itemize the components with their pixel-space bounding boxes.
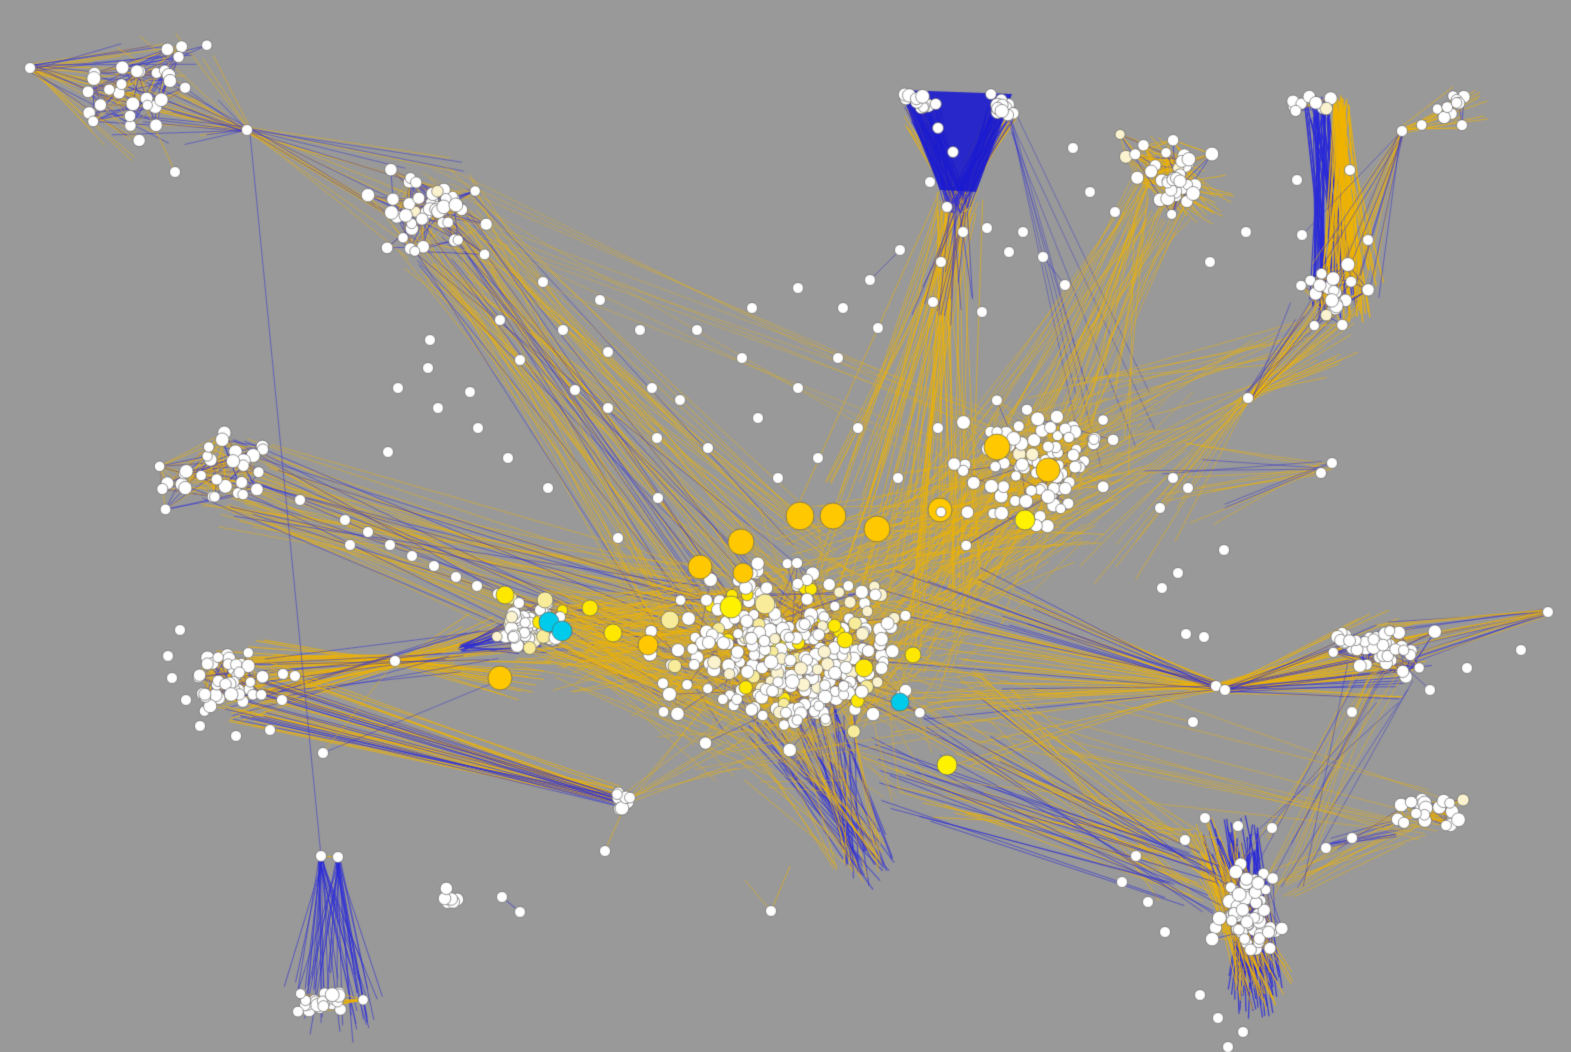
network-graph-canvas[interactable] bbox=[0, 0, 1571, 1052]
graph-viewport bbox=[0, 0, 1571, 1052]
